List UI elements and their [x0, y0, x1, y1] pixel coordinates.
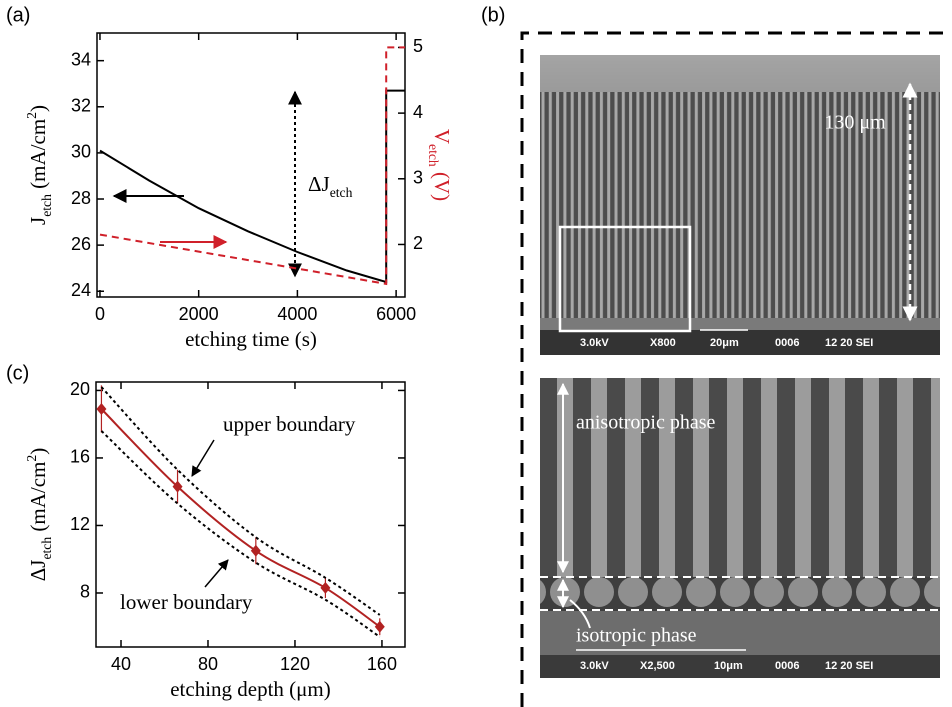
y2-tick-label: 3: [413, 168, 423, 188]
series-line: [100, 430, 381, 638]
x-tick-label: 40: [111, 654, 131, 674]
info-text: 3.0kV: [580, 337, 609, 349]
x-tick-label: 6000: [376, 304, 416, 324]
y-axis-label-part: etch: [39, 194, 54, 217]
annotation: ΔJetch: [308, 172, 353, 200]
series-line: [100, 386, 381, 616]
y-axis-label-part: 2: [24, 455, 39, 462]
annotation-arrow: [191, 439, 215, 477]
y-tick-label: 28: [71, 188, 91, 208]
y-axis-label: ΔJetch (mA/cm2): [24, 448, 54, 581]
y-tick-label: 34: [71, 49, 91, 69]
y2-tick-label: 4: [413, 102, 423, 122]
y-tick-label: 26: [71, 234, 91, 254]
y-axis-label-part: ): [26, 448, 50, 455]
y-tick-label: 16: [70, 447, 90, 467]
y-axis-label-part: J: [26, 217, 50, 225]
info-text: 0006: [775, 660, 799, 672]
x-axis-label: etching depth (μm): [170, 677, 331, 701]
data-point: [96, 403, 107, 416]
phase-label: isotropic phase: [576, 625, 697, 647]
annotation-part: etch: [330, 185, 353, 200]
y-axis-label-part: 2: [24, 112, 39, 119]
annotation-arrow: [204, 559, 229, 588]
info-text: X800: [650, 337, 676, 349]
scale-label: 130 μm: [824, 112, 886, 134]
phase-label: anisotropic phase: [576, 412, 716, 434]
y-axis-label-part: ): [26, 105, 50, 112]
x-tick-label: 0: [95, 304, 105, 324]
x-tick-label: 80: [198, 654, 218, 674]
sem-image: anisotropic phase isotropic phase 3.0kV …: [540, 378, 940, 678]
panel-label: (a): [6, 4, 30, 26]
series-label: upper boundary: [223, 412, 356, 436]
y-axis-label-part: ΔJ: [26, 560, 50, 582]
y-tick-label: 12: [70, 514, 90, 534]
series-line: [99, 46, 405, 286]
plot-frame: [96, 32, 406, 298]
y-tick-label: 20: [70, 379, 90, 399]
y-tick-label: 24: [71, 280, 91, 300]
panel-frame: [520, 31, 952, 707]
y-axis-label: Jetch (mA/cm2): [24, 105, 54, 225]
y-tick-label: 32: [71, 96, 91, 116]
y-tick-label: 30: [71, 142, 91, 162]
data-point: [250, 544, 261, 557]
series-line: [100, 408, 381, 628]
info-text: 0006: [775, 337, 799, 349]
plot-frame: [95, 381, 406, 648]
x-axis-label: etching time (s): [185, 327, 317, 351]
y-tick-label: 8: [80, 582, 90, 602]
info-text: 3.0kV: [580, 660, 609, 672]
y2-axis-label: Vetch (V): [426, 129, 454, 201]
sem-image: 130 μm 3.0kV X800 20μm 0006 12 20 SEI: [540, 55, 940, 355]
info-text: 20μm: [710, 337, 739, 349]
series-label: lower boundary: [120, 590, 253, 614]
x-tick-label: 2000: [179, 304, 219, 324]
y-axis-label-part: (mA/cm: [26, 462, 50, 537]
data-point: [374, 620, 385, 633]
y2-axis-label-part: etch: [426, 144, 441, 167]
y-axis-label-part: etch: [39, 537, 54, 560]
info-text: 10μm: [714, 660, 743, 672]
info-text: 12 20 SEI: [825, 337, 873, 349]
y2-axis-label-part: V: [430, 129, 454, 144]
x-tick-label: 4000: [277, 304, 317, 324]
data-point: [320, 581, 331, 594]
x-tick-label: 120: [280, 654, 310, 674]
y2-axis-label-part: (V): [430, 167, 454, 201]
info-text: X2,500: [640, 660, 675, 672]
panel-label: (b): [481, 4, 505, 26]
panel-label: (c): [6, 362, 29, 384]
y-axis-label-part: (mA/cm: [26, 119, 50, 194]
x-tick-label: 160: [367, 654, 397, 674]
y2-tick-label: 2: [413, 233, 423, 253]
data-point: [172, 480, 183, 493]
annotation-part: ΔJ: [308, 172, 330, 196]
y2-tick-label: 5: [413, 36, 423, 56]
info-text: 12 20 SEI: [825, 660, 873, 672]
series-line: [99, 89, 405, 284]
